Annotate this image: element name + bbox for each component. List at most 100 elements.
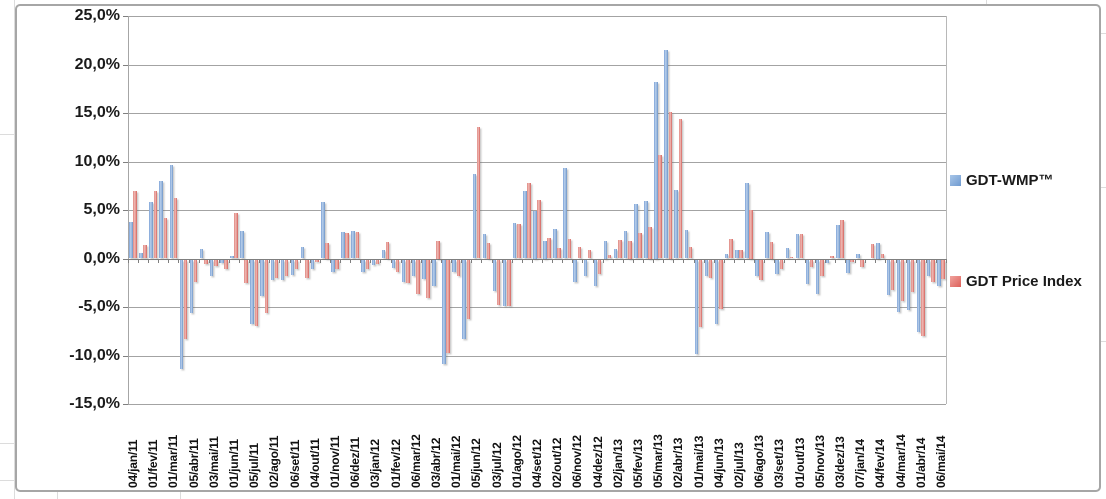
legend-item-gdt-price-index[interactable]: GDT Price Index xyxy=(950,273,1082,290)
x-tick-label: 01/abr/14 xyxy=(913,437,928,488)
x-tick-label: 04/jun/13 xyxy=(711,438,726,488)
bar-gdt-price-index xyxy=(345,233,349,259)
bar-gdt-wmp xyxy=(149,202,153,259)
bar-gdt-price-index xyxy=(921,259,925,337)
bar-gdt-wmp xyxy=(876,243,880,259)
bar-gdt-price-index xyxy=(577,246,582,259)
x-axis-tick xyxy=(239,258,241,263)
bar-gdt-wmp xyxy=(613,248,618,259)
x-axis-tick xyxy=(390,258,392,263)
bar-gdt-wmp xyxy=(280,259,285,280)
legend-label-wmp: GDT-WMP™ xyxy=(966,172,1054,189)
x-tick-label: 06/ago/13 xyxy=(752,435,767,488)
bar-gdt-price-index xyxy=(668,112,673,259)
worksheet-gridline xyxy=(1101,341,1106,342)
x-axis-tick xyxy=(804,258,806,263)
bar-gdt-wmp xyxy=(654,82,658,259)
bar-gdt-price-index xyxy=(476,126,481,259)
x-tick-label: 07/jan/14 xyxy=(853,439,868,488)
y-axis-tick xyxy=(123,355,128,357)
x-tick-label: 03/set/13 xyxy=(772,439,787,488)
x-tick-label: 05/mar/13 xyxy=(651,434,666,488)
x-axis-tick xyxy=(188,258,190,263)
x-axis-tick xyxy=(895,258,897,263)
bar-gdt-wmp xyxy=(442,259,446,365)
x-tick-label: 05/jun/12 xyxy=(469,438,484,488)
x-axis-tick xyxy=(299,258,301,263)
bar-gdt-price-index xyxy=(315,259,319,263)
x-axis-tick xyxy=(834,258,836,263)
legend-swatch-price-index-icon xyxy=(950,276,961,287)
bar-gdt-price-index xyxy=(628,241,632,259)
bar-gdt-wmp xyxy=(482,234,487,259)
x-axis-tick xyxy=(380,258,382,263)
bar-gdt-wmp xyxy=(735,249,739,259)
bar-gdt-wmp xyxy=(250,259,254,324)
x-tick-label: 06/mai/14 xyxy=(933,435,948,488)
gridline xyxy=(128,404,946,405)
x-axis-tick xyxy=(572,258,574,263)
chart-area[interactable]: GDT-WMP™ GDT Price Index 25,0% 20,0% 15,0%… xyxy=(15,4,1101,492)
bar-gdt-price-index xyxy=(153,190,158,259)
legend-item-gdt-wmp[interactable]: GDT-WMP™ xyxy=(950,172,1054,189)
y-tick-label: 0,0% xyxy=(83,249,120,267)
bar-gdt-price-index xyxy=(557,247,561,259)
bar-gdt-wmp xyxy=(401,259,406,282)
x-axis-tick xyxy=(168,258,170,263)
bar-gdt-wmp xyxy=(815,259,820,295)
bar-gdt-wmp xyxy=(159,180,163,259)
x-axis-tick xyxy=(653,258,655,263)
bar-gdt-price-index xyxy=(244,259,248,283)
bar-gdt-price-index xyxy=(395,259,400,273)
bar-gdt-price-index xyxy=(193,259,198,282)
bar-gdt-price-index xyxy=(890,259,895,290)
x-axis-tick xyxy=(592,258,594,263)
bar-gdt-wmp xyxy=(937,259,941,286)
x-axis-tick xyxy=(814,258,816,263)
bar-gdt-price-index xyxy=(648,226,652,259)
x-tick-label: 03/jul/12 xyxy=(489,442,504,488)
x-axis-tick xyxy=(511,258,513,263)
bar-gdt-wmp xyxy=(310,259,315,270)
x-axis-tick xyxy=(319,258,321,263)
bar-gdt-price-index xyxy=(436,241,440,259)
x-axis-tick xyxy=(643,258,645,263)
bar-gdt-price-index xyxy=(850,259,854,263)
x-tick-label: 01/mar/11 xyxy=(166,435,181,488)
bar-gdt-wmp xyxy=(593,259,598,286)
bar-gdt-wmp xyxy=(260,259,264,297)
x-axis-tick xyxy=(269,258,271,263)
y-tick-label: 15,0% xyxy=(74,104,120,121)
bar-gdt-wmp xyxy=(422,259,426,279)
bar-gdt-price-index xyxy=(466,259,471,319)
bar-gdt-price-index xyxy=(941,259,945,279)
bar-gdt-price-index xyxy=(305,259,309,278)
bar-gdt-price-index xyxy=(507,259,511,307)
worksheet-gridline xyxy=(0,443,14,444)
bar-gdt-price-index xyxy=(618,240,622,259)
x-axis-tick xyxy=(946,258,947,263)
bar-gdt-price-index xyxy=(698,259,703,328)
bar-gdt-price-index xyxy=(830,255,834,259)
bar-gdt-wmp xyxy=(886,259,891,296)
x-tick-label: 03/mai/11 xyxy=(206,436,221,488)
worksheet-gridline xyxy=(1101,33,1106,34)
x-axis-tick xyxy=(340,258,342,263)
y-tick-label: 20,0% xyxy=(74,55,120,73)
bar-gdt-price-index xyxy=(537,200,541,259)
x-axis-tick xyxy=(501,258,503,263)
bar-gdt-price-index xyxy=(688,246,693,259)
bar-gdt-price-index xyxy=(183,259,188,339)
bar-gdt-price-index xyxy=(365,259,370,270)
x-axis-tick xyxy=(673,258,675,263)
bar-gdt-wmp xyxy=(825,259,830,264)
x-axis-tick xyxy=(875,258,877,263)
bar-gdt-price-index xyxy=(607,254,612,259)
y-axis-tick xyxy=(123,161,128,163)
x-axis-tick xyxy=(562,258,564,263)
y-tick-label: -15,0% xyxy=(69,395,120,412)
bar-gdt-price-index xyxy=(820,259,824,276)
bar-gdt-price-index xyxy=(931,259,935,282)
bar-gdt-price-index xyxy=(133,190,137,259)
